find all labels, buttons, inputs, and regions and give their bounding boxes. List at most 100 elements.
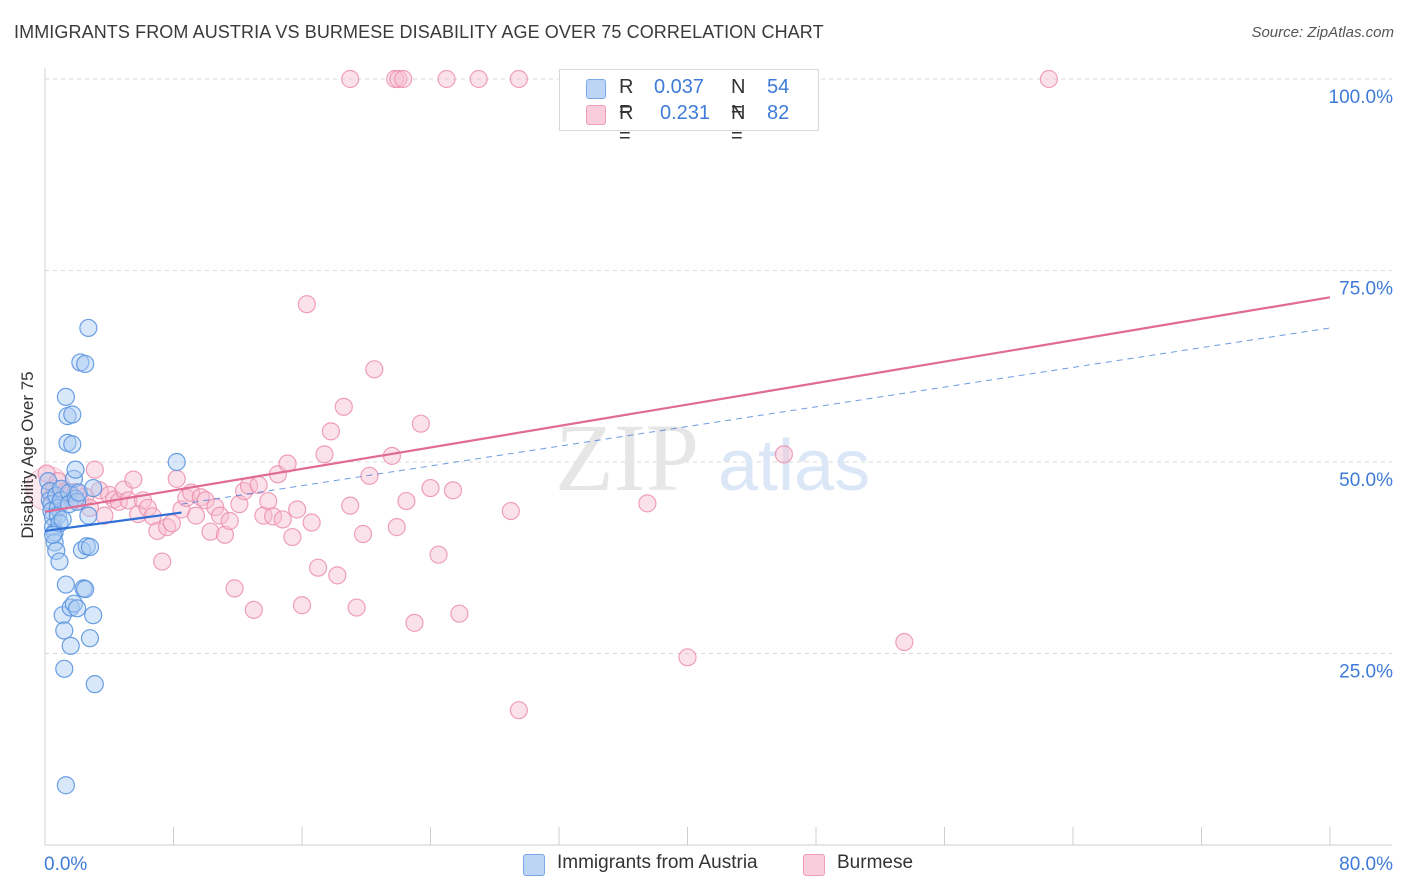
burmese-point bbox=[405, 613, 424, 632]
burmese-point bbox=[411, 414, 430, 433]
austria-point bbox=[66, 460, 85, 479]
austria-point bbox=[80, 537, 100, 557]
austria-point bbox=[63, 405, 82, 424]
burmese-point bbox=[450, 604, 469, 623]
austria-point bbox=[56, 575, 75, 594]
burmese-point bbox=[153, 552, 172, 571]
legend-r-value: 0.037 bbox=[654, 76, 705, 98]
burmese-point bbox=[1039, 69, 1059, 89]
austria-point bbox=[79, 318, 98, 338]
austria-point bbox=[61, 636, 80, 655]
austria-point bbox=[79, 506, 98, 525]
burmese-point bbox=[292, 596, 312, 615]
burmese-point bbox=[429, 545, 448, 564]
burmese-point bbox=[186, 506, 206, 525]
legend-r-label: R = bbox=[619, 76, 634, 121]
burmese-point bbox=[353, 524, 373, 544]
austria-point bbox=[56, 387, 75, 406]
austria-point bbox=[55, 659, 74, 678]
burmese-point bbox=[895, 632, 914, 652]
axis-layer bbox=[44, 68, 1392, 846]
burmese-point bbox=[308, 558, 328, 577]
burmese-point bbox=[443, 481, 463, 500]
correlation-legend: R = 0.037 N = 54 R = 0.231 N = 82 bbox=[559, 69, 819, 147]
austria-point bbox=[56, 776, 75, 795]
legend-n-label: N = bbox=[731, 102, 746, 147]
burmese-point bbox=[321, 422, 341, 441]
burmese-point bbox=[394, 69, 413, 89]
burmese-point bbox=[469, 69, 488, 89]
bottom-legend-swatch-burmese bbox=[803, 854, 825, 876]
burmese-point bbox=[509, 69, 528, 89]
legend-swatch-burmese bbox=[586, 105, 606, 125]
bottom-legend-label-austria: Immigrants from Austria bbox=[557, 852, 758, 873]
burmese-point bbox=[249, 475, 268, 495]
austria-point bbox=[50, 552, 69, 571]
burmese-point bbox=[774, 445, 793, 464]
x-tick-label: 0.0% bbox=[44, 854, 87, 875]
burmese-trend-line bbox=[44, 296, 1331, 513]
grid-layer bbox=[45, 78, 1392, 654]
bottom-legend-label-burmese: Burmese bbox=[837, 852, 914, 873]
legend-r-label: R = bbox=[619, 102, 634, 147]
burmese-point bbox=[397, 491, 416, 511]
burmese-point bbox=[220, 511, 239, 531]
y-axis-title: Disability Age Over 75 bbox=[18, 371, 37, 538]
burmese-point bbox=[259, 491, 278, 511]
legend-n-value: 82 bbox=[767, 102, 790, 124]
watermark-zip: ZIP bbox=[555, 404, 699, 511]
austria-point bbox=[74, 579, 93, 598]
burmese-point bbox=[678, 648, 697, 667]
y-tick-label: 100.0% bbox=[1329, 87, 1394, 108]
burmese-point bbox=[315, 445, 334, 464]
burmese-point bbox=[288, 500, 307, 519]
burmese-point bbox=[328, 566, 347, 585]
burmese-point bbox=[501, 501, 520, 521]
watermark-atlas: atlas bbox=[718, 426, 870, 506]
burmese-point bbox=[302, 513, 321, 532]
austria-point bbox=[69, 483, 88, 502]
burmese-point bbox=[341, 69, 360, 89]
austria-trend-line bbox=[44, 511, 182, 533]
burmese-point bbox=[437, 69, 456, 89]
x-tick-label: 80.0% bbox=[1339, 854, 1393, 875]
austria-point bbox=[84, 478, 103, 498]
watermark: ZIP atlas bbox=[555, 404, 870, 511]
trend-layer bbox=[44, 296, 1331, 533]
austria-point bbox=[76, 354, 95, 374]
legend-swatch-austria bbox=[586, 79, 606, 99]
austria-point bbox=[84, 606, 103, 625]
burmese-points bbox=[25, 69, 1059, 720]
y-tick-label: 75.0% bbox=[1339, 279, 1393, 300]
burmese-point bbox=[124, 470, 143, 489]
burmese-point bbox=[254, 506, 273, 525]
burmese-point bbox=[225, 579, 244, 598]
austria-point bbox=[85, 675, 104, 694]
burmese-point bbox=[244, 600, 263, 619]
burmese-point bbox=[365, 360, 384, 379]
burmese-point bbox=[509, 701, 528, 720]
legend-r-value: 0.231 bbox=[660, 102, 711, 124]
burmese-point bbox=[167, 469, 186, 488]
burmese-point bbox=[95, 506, 114, 525]
austria-point bbox=[80, 629, 100, 648]
austria-trend-extension bbox=[181, 327, 1331, 505]
austria-point bbox=[53, 510, 72, 529]
burmese-point bbox=[387, 518, 406, 537]
y-tick-label: 25.0% bbox=[1339, 662, 1393, 683]
burmese-point bbox=[638, 494, 657, 513]
chart-title: IMMIGRANTS FROM AUSTRIA VS BURMESE DISAB… bbox=[14, 22, 824, 42]
burmese-point bbox=[297, 295, 316, 314]
burmese-point bbox=[201, 522, 220, 541]
axis-label-layer: 25.0% 50.0% 75.0% 100.0% 0.0% 80.0% Disability… bbox=[18, 87, 1393, 875]
austria-point bbox=[167, 452, 186, 472]
burmese-point bbox=[283, 527, 302, 547]
burmese-point bbox=[148, 521, 167, 541]
austria-point bbox=[76, 580, 95, 599]
burmese-point bbox=[341, 496, 360, 515]
legend-n-label: N = bbox=[731, 76, 746, 121]
burmese-point bbox=[215, 525, 234, 544]
bottom-legend-swatch-austria bbox=[523, 854, 545, 876]
burmese-point bbox=[210, 506, 230, 525]
